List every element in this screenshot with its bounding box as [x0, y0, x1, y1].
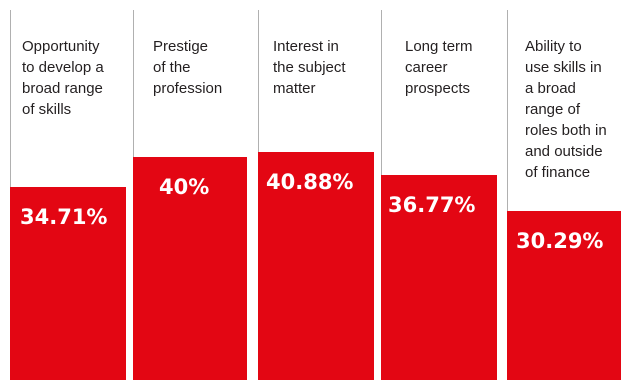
category-label-3: Interest in the subject matter — [273, 38, 346, 97]
value-label-4: 36.77% — [388, 193, 476, 217]
category-label-4: Long term career prospects — [405, 38, 473, 97]
value-label-3: 40.88% — [266, 170, 354, 194]
column-separator-5 — [507, 10, 508, 380]
bar-3 — [258, 152, 374, 380]
value-label-5: 30.29% — [516, 229, 604, 253]
category-label-2: Prestige of the profession — [153, 38, 223, 97]
bar-4 — [381, 175, 497, 380]
value-label-1: 34.71% — [20, 205, 108, 229]
category-label-5: Ability to use skills in a broad range o… — [525, 38, 607, 181]
value-label-2: 40% — [159, 175, 210, 199]
category-label-1: Opportunity to develop a broad range of … — [22, 38, 104, 118]
bar-2 — [133, 157, 247, 380]
bar-5 — [507, 211, 621, 380]
bar-1 — [10, 187, 126, 380]
